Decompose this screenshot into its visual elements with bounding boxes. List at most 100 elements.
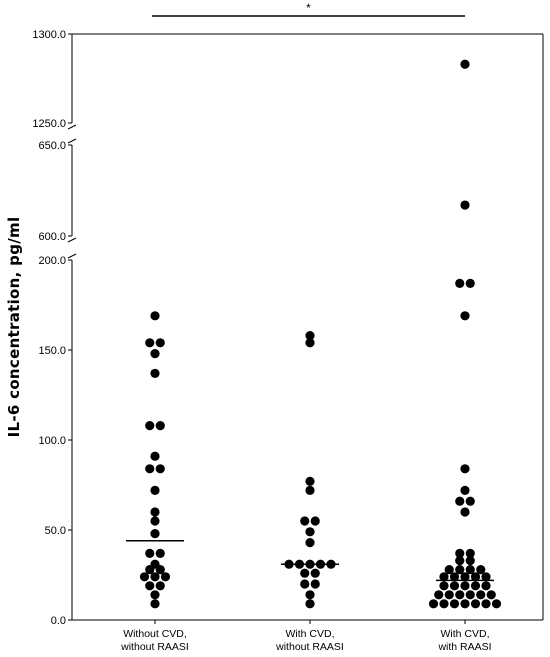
- data-point: [460, 59, 470, 69]
- y-tick-label: 600.0: [38, 231, 66, 243]
- data-point: [150, 507, 160, 517]
- data-point: [145, 464, 155, 474]
- y-tick-label: 200.0: [38, 255, 66, 267]
- y-tick-label: 150.0: [38, 345, 66, 357]
- data-point: [150, 590, 160, 600]
- data-point: [300, 516, 310, 526]
- data-point: [455, 590, 465, 600]
- data-point: [300, 579, 310, 589]
- data-point: [486, 590, 496, 600]
- data-point: [428, 599, 439, 609]
- data-point: [465, 496, 475, 506]
- data-point: [460, 599, 470, 609]
- data-point: [470, 599, 481, 609]
- data-point: [460, 200, 470, 210]
- x-category-label: without RAASI: [275, 641, 344, 653]
- data-point: [310, 579, 320, 589]
- data-point: [460, 507, 470, 517]
- data-point: [465, 556, 475, 566]
- data-point: [449, 599, 460, 609]
- data-point: [150, 311, 160, 321]
- data-point: [465, 565, 475, 575]
- data-point: [460, 311, 470, 321]
- data-point: [305, 331, 315, 341]
- data-point: [305, 527, 315, 537]
- data-point: [460, 485, 470, 495]
- data-point: [444, 565, 454, 575]
- data-point: [150, 349, 160, 359]
- axis-break-mark: [67, 237, 77, 243]
- x-category-label: without RAASI: [120, 641, 189, 653]
- data-point: [444, 590, 454, 600]
- y-tick-label: 650.0: [38, 140, 66, 152]
- axis-break-mark: [67, 253, 77, 259]
- data-point: [305, 538, 315, 548]
- data-point: [155, 548, 165, 559]
- data-point: [139, 572, 150, 582]
- data-point: [155, 421, 165, 431]
- data-point: [305, 485, 315, 495]
- data-point: [455, 556, 465, 566]
- data-point: [455, 278, 465, 288]
- data-point: [449, 572, 460, 582]
- data-point: [439, 599, 449, 609]
- data-point: [449, 581, 460, 591]
- data-point: [150, 599, 160, 609]
- data-point: [155, 565, 165, 575]
- data-point: [465, 278, 475, 288]
- data-point: [476, 565, 486, 575]
- data-point: [150, 368, 160, 378]
- data-point: [145, 338, 155, 348]
- data-point: [481, 572, 491, 582]
- y-tick-label: 100.0: [38, 435, 66, 447]
- data-point: [310, 516, 320, 526]
- data-point: [145, 565, 155, 575]
- x-category-label: With CVD,: [440, 628, 489, 640]
- data-point: [465, 548, 475, 559]
- data-point: [465, 590, 475, 600]
- data-point: [491, 599, 502, 609]
- data-point: [145, 581, 155, 591]
- data-point: [305, 476, 315, 486]
- data-point: [150, 485, 160, 495]
- axis-break-mark: [67, 124, 77, 130]
- data-point: [455, 565, 465, 575]
- data-point: [150, 572, 160, 582]
- data-point: [481, 581, 491, 591]
- data-point: [145, 421, 155, 431]
- data-point: [155, 338, 165, 348]
- x-category-label: with RAASI: [437, 641, 491, 653]
- y-tick-label: 50.0: [45, 525, 66, 537]
- data-point: [460, 581, 470, 591]
- data-point: [150, 451, 160, 461]
- y-tick-label: 0.0: [51, 615, 66, 627]
- data-point: [150, 516, 160, 526]
- data-point: [470, 572, 481, 582]
- data-point: [460, 572, 470, 582]
- data-point: [145, 548, 155, 559]
- y-axis-title: IL-6 concentration, pg/ml: [5, 217, 23, 438]
- significance-label: *: [306, 1, 311, 15]
- data-point: [305, 599, 315, 609]
- data-point: [150, 529, 160, 539]
- data-point: [455, 496, 465, 506]
- data-point: [155, 581, 165, 591]
- data-point: [300, 568, 310, 578]
- data-point: [310, 568, 320, 578]
- data-point: [455, 548, 465, 559]
- data-point: [476, 590, 486, 600]
- data-point: [470, 581, 481, 591]
- x-category-label: Without CVD,: [123, 628, 187, 640]
- data-point: [439, 572, 449, 582]
- data-point: [439, 581, 449, 591]
- data-point: [481, 599, 491, 609]
- x-category-label: With CVD,: [285, 628, 334, 640]
- y-tick-label: 1300.0: [32, 29, 66, 41]
- axis-break-mark: [67, 138, 77, 144]
- data-point: [305, 590, 315, 600]
- data-point: [460, 464, 470, 474]
- data-point: [434, 590, 444, 600]
- data-point: [160, 572, 171, 582]
- data-point: [155, 464, 165, 474]
